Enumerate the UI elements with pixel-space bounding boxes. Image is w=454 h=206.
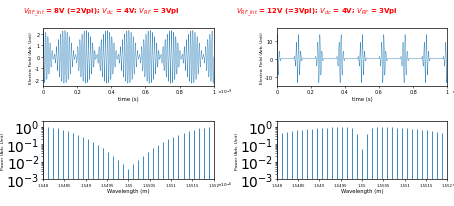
Y-axis label: Power (Arb. Unit): Power (Arb. Unit) bbox=[235, 132, 238, 169]
X-axis label: time (s): time (s) bbox=[118, 96, 139, 101]
Y-axis label: Electric Field (Arb. Unit): Electric Field (Arb. Unit) bbox=[260, 32, 264, 83]
X-axis label: Wavelength (m): Wavelength (m) bbox=[107, 188, 150, 193]
Text: $\times\mathregular{10^{-9}}$: $\times\mathregular{10^{-9}}$ bbox=[217, 87, 233, 96]
Text: $\times\mathregular{10^{-6}}$: $\times\mathregular{10^{-6}}$ bbox=[217, 180, 233, 189]
Y-axis label: Power (Arb. Unit): Power (Arb. Unit) bbox=[1, 132, 5, 169]
X-axis label: Wavelength (m): Wavelength (m) bbox=[340, 188, 383, 193]
Text: $V_{RF\_Int}$ = 8V (=2Vpi); $V_{dc}$ = 4V; $V_{RF}$ = 3Vpi: $V_{RF\_Int}$ = 8V (=2Vpi); $V_{dc}$ = 4… bbox=[23, 7, 180, 19]
Y-axis label: Electric Field (Arb. Unit): Electric Field (Arb. Unit) bbox=[30, 32, 34, 83]
Text: $\times\mathregular{10^{-9}}$: $\times\mathregular{10^{-9}}$ bbox=[451, 87, 454, 96]
Text: $V_{RF\_Int}$ = 12V (=3Vpi); $V_{dc}$ = 4V; $V_{RF}$ = 3Vpi: $V_{RF\_Int}$ = 12V (=3Vpi); $V_{dc}$ = … bbox=[236, 7, 398, 19]
X-axis label: time (s): time (s) bbox=[351, 96, 372, 101]
Text: $\times\mathregular{10^{-6}}$: $\times\mathregular{10^{-6}}$ bbox=[451, 180, 454, 189]
